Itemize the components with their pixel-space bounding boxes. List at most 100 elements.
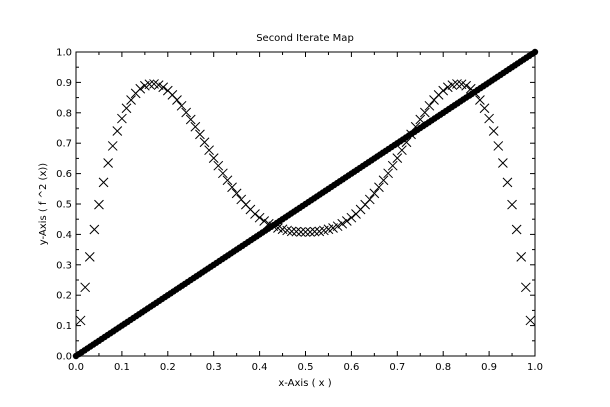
x-marker-stroke — [309, 226, 320, 237]
x-marker-point — [94, 199, 104, 210]
x-marker-stroke — [438, 85, 449, 96]
x-marker-point — [291, 226, 302, 237]
x-marker-stroke — [263, 218, 274, 229]
x-marker-stroke — [516, 252, 527, 262]
x-marker-point — [438, 85, 449, 96]
x-marker-stroke — [89, 224, 100, 235]
chart-title: Second Iterate Map — [256, 33, 354, 44]
y-tick-label: 0.4 — [56, 230, 72, 241]
x-marker-stroke — [286, 226, 297, 237]
x-marker-point — [374, 182, 384, 193]
x-marker-stroke — [364, 194, 375, 205]
x-marker-point — [461, 80, 472, 91]
x-marker-stroke — [410, 121, 421, 132]
x-marker-stroke — [218, 168, 228, 179]
y-tick-label: 0.3 — [56, 260, 72, 271]
x-marker-point — [218, 168, 228, 179]
x-tick-label: 0.8 — [435, 362, 451, 373]
x-marker-point — [135, 83, 146, 94]
x-marker-point — [153, 80, 164, 90]
x-marker-stroke — [300, 227, 311, 237]
x-marker-point — [172, 95, 182, 105]
x-marker-point — [369, 188, 380, 199]
y-tick-label: 1.0 — [56, 48, 72, 59]
x-marker-stroke — [222, 175, 233, 186]
x-marker-stroke — [424, 100, 435, 111]
tick-labels: 0.0 0.1 0.2 0.3 0.4 0.5 0.6 0.7 0.8 0.9 1.0 0.0 0.1 0… — [56, 48, 543, 374]
x-tick-label: 0.7 — [389, 362, 405, 373]
x-marker-stroke — [273, 223, 283, 233]
x-marker-point — [208, 153, 219, 163]
x-marker-stroke — [296, 227, 306, 237]
y-axis-label: y-Axis ( f ^2 (x)) — [38, 163, 49, 245]
x-marker-stroke — [392, 153, 403, 163]
x-marker-point — [222, 175, 233, 186]
x-marker-point — [126, 95, 136, 105]
x-marker-point — [424, 100, 435, 111]
x-marker-stroke — [332, 221, 343, 232]
x-marker-stroke — [103, 158, 113, 168]
x-marker-point — [507, 199, 517, 210]
x-marker-stroke — [172, 95, 182, 105]
x-marker-point — [378, 175, 389, 186]
x-tick-label: 0.9 — [481, 362, 497, 373]
x-marker-stroke — [153, 80, 164, 90]
y-tick-label: 0.1 — [56, 321, 72, 332]
x-marker-point — [410, 121, 421, 132]
x-tick-label: 0.6 — [343, 362, 359, 373]
x-marker-point — [475, 95, 485, 105]
x-marker-point — [415, 114, 426, 125]
x-tick-label: 1.0 — [527, 362, 543, 373]
x-marker-stroke — [204, 145, 214, 156]
x-marker-point — [121, 103, 132, 114]
x-marker-stroke — [227, 182, 237, 193]
x-marker-stroke — [199, 137, 210, 148]
x-marker-stroke — [415, 114, 426, 125]
x-marker-stroke — [181, 107, 192, 118]
x-marker-stroke — [502, 177, 513, 188]
x-marker-point — [158, 82, 169, 93]
x-marker-point — [516, 252, 527, 262]
x-marker-point — [332, 221, 343, 232]
x-marker-stroke — [387, 160, 398, 171]
x-marker-point — [190, 121, 201, 132]
x-tick-label: 0.3 — [206, 362, 222, 373]
x-marker-stroke — [374, 182, 384, 193]
x-marker-stroke — [236, 194, 247, 205]
x-marker-point — [112, 126, 123, 136]
x-marker-point — [525, 315, 536, 326]
x-marker-stroke — [397, 145, 407, 156]
x-marker-stroke — [250, 209, 260, 219]
x-marker-point — [195, 129, 205, 140]
x-marker-stroke — [369, 188, 380, 199]
x-marker-point — [254, 212, 265, 223]
axes — [75, 51, 536, 357]
x-tick-label: 0.1 — [114, 362, 130, 373]
x-marker-stroke — [277, 224, 288, 235]
x-marker-point — [204, 145, 214, 156]
x-marker-point — [419, 107, 430, 118]
x-marker-point — [309, 226, 320, 237]
x-marker-stroke — [346, 212, 357, 223]
y-tick-label: 0.6 — [56, 169, 72, 180]
x-tick-label: 0.5 — [298, 362, 314, 373]
x-marker-stroke — [176, 100, 187, 111]
x-marker-stroke — [456, 79, 467, 90]
x-marker-point — [89, 224, 100, 235]
x-marker-stroke — [107, 141, 118, 151]
x-marker-point — [337, 218, 348, 229]
x-marker-stroke — [401, 137, 412, 148]
x-marker-point — [488, 126, 499, 136]
x-marker-point — [75, 315, 86, 326]
x-marker-stroke — [507, 199, 517, 210]
x-marker-stroke — [126, 95, 136, 105]
x-marker-point — [511, 224, 522, 235]
x-marker-point — [484, 113, 494, 124]
x-marker-stroke — [493, 141, 504, 151]
x-marker-stroke — [488, 126, 499, 136]
x-marker-stroke — [240, 199, 251, 210]
x-marker-point — [442, 82, 453, 93]
y-tick-label: 0.8 — [56, 108, 72, 119]
x-marker-stroke — [475, 95, 485, 105]
x-marker-point — [305, 227, 315, 237]
